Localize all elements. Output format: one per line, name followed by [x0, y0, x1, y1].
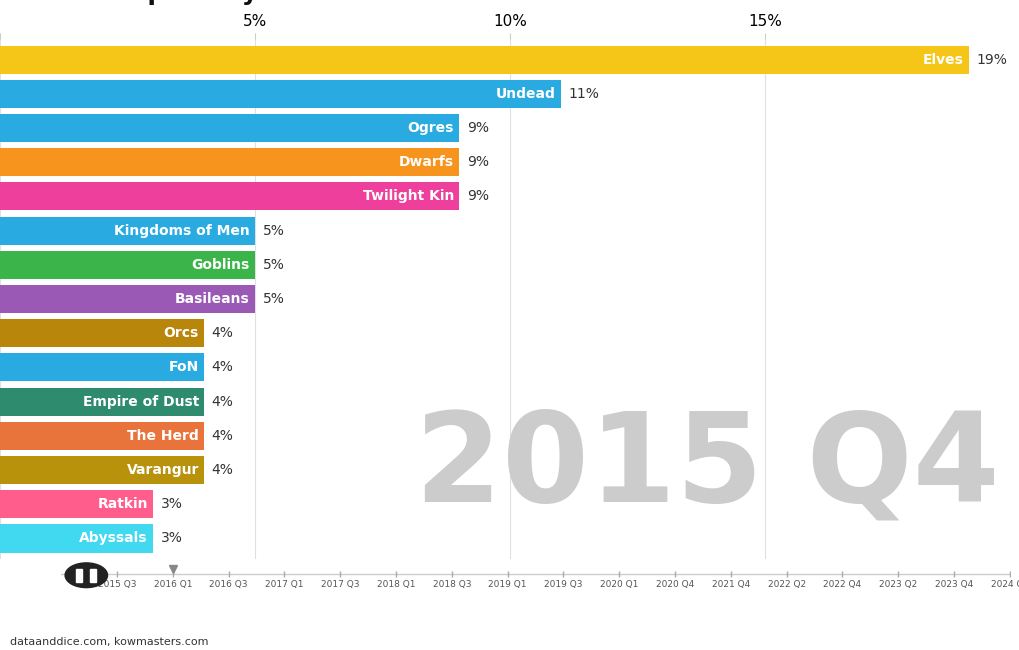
Bar	[0, 319, 204, 347]
Circle shape	[65, 563, 107, 588]
Text: Goblins: Goblins	[192, 258, 250, 272]
Text: 2020 Q1: 2020 Q1	[599, 580, 638, 589]
Text: 9%: 9%	[467, 155, 488, 169]
Text: 2015 Q3: 2015 Q3	[98, 580, 137, 589]
Text: 5%: 5%	[263, 224, 284, 238]
Bar	[0, 422, 204, 450]
Text: 5%: 5%	[263, 258, 284, 272]
Text: 2015 Q4: 2015 Q4	[415, 407, 999, 528]
Text: 11%: 11%	[569, 86, 599, 101]
Bar	[0, 387, 204, 415]
Text: The Herd: The Herd	[127, 429, 199, 443]
Text: 2022 Q4: 2022 Q4	[822, 580, 861, 589]
Bar	[0, 46, 968, 73]
Text: Basileans: Basileans	[175, 292, 250, 306]
Text: Twilight Kin: Twilight Kin	[362, 189, 453, 203]
Text: dataanddice.com, kowmasters.com: dataanddice.com, kowmasters.com	[10, 637, 209, 647]
Text: Kingdoms of Men: Kingdoms of Men	[114, 224, 250, 238]
Text: 2019 Q3: 2019 Q3	[543, 580, 582, 589]
Text: 2023 Q4: 2023 Q4	[934, 580, 972, 589]
Bar	[0, 354, 204, 382]
Text: 2018 Q1: 2018 Q1	[376, 580, 415, 589]
Text: 4%: 4%	[212, 463, 233, 477]
Text: Varangur: Varangur	[126, 463, 199, 477]
Text: 19%: 19%	[976, 53, 1007, 66]
Text: Dwarfs: Dwarfs	[398, 155, 453, 169]
Text: 4%: 4%	[212, 429, 233, 443]
Bar	[0, 216, 255, 244]
Text: 4%: 4%	[212, 326, 233, 340]
Bar	[0, 251, 255, 279]
Text: 3%: 3%	[161, 532, 182, 545]
Text: FoN: FoN	[168, 360, 199, 374]
Text: 2022 Q2: 2022 Q2	[766, 580, 805, 589]
Bar	[0, 285, 255, 313]
Text: 2021 Q4: 2021 Q4	[711, 580, 749, 589]
Text: 2018 Q3: 2018 Q3	[432, 580, 471, 589]
Text: 2024 Q2: 2024 Q2	[989, 580, 1019, 589]
Text: Abyssals: Abyssals	[79, 532, 148, 545]
Text: 9%: 9%	[467, 121, 488, 135]
Text: 9%: 9%	[467, 189, 488, 203]
Text: 2023 Q2: 2023 Q2	[878, 580, 916, 589]
Text: Ogres: Ogres	[408, 121, 453, 135]
Text: Empire of Dust: Empire of Dust	[83, 395, 199, 409]
Bar	[0, 80, 560, 108]
Text: 2017 Q3: 2017 Q3	[321, 580, 359, 589]
Bar	[0, 456, 204, 484]
Bar	[0, 183, 459, 211]
Text: 2019 Q1: 2019 Q1	[488, 580, 527, 589]
Text: Ratkin: Ratkin	[97, 497, 148, 512]
Text: 5%: 5%	[263, 292, 284, 306]
Text: Orcs: Orcs	[163, 326, 199, 340]
Bar	[0, 490, 153, 518]
FancyBboxPatch shape	[76, 569, 82, 582]
Bar	[0, 114, 459, 142]
Text: 4%: 4%	[212, 395, 233, 409]
Text: Undead: Undead	[495, 86, 555, 101]
Text: Elves: Elves	[922, 53, 963, 66]
Text: Faction Popularity Over Time: Faction Popularity Over Time	[0, 0, 411, 5]
Text: 4%: 4%	[212, 360, 233, 374]
Text: 2016 Q3: 2016 Q3	[209, 580, 248, 589]
Text: 3%: 3%	[161, 497, 182, 512]
Text: 2016 Q1: 2016 Q1	[154, 580, 192, 589]
Text: 2017 Q1: 2017 Q1	[265, 580, 304, 589]
Text: 2020 Q4: 2020 Q4	[655, 580, 694, 589]
FancyBboxPatch shape	[90, 569, 96, 582]
Bar	[0, 525, 153, 552]
Bar	[0, 148, 459, 176]
